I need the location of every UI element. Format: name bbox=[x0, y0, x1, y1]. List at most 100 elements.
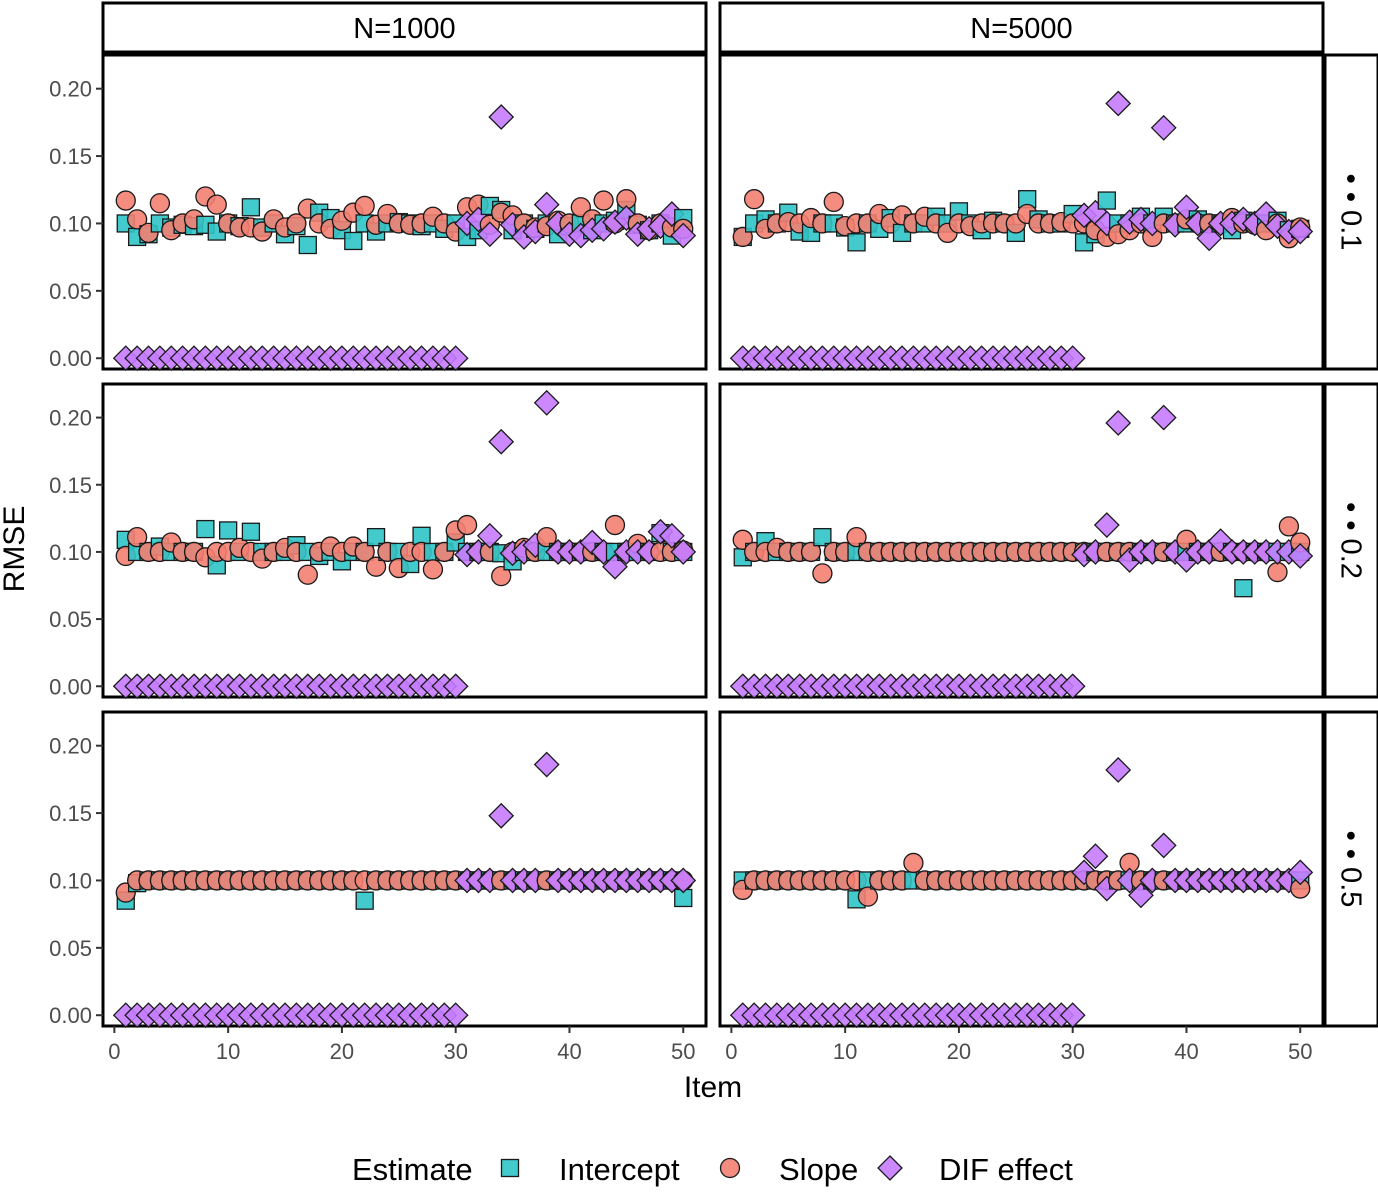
point-dif-effect-r0-c1-item38 bbox=[1150, 114, 1177, 141]
point-dif-effect-r0-c1-item50 bbox=[1287, 218, 1314, 245]
point-slope-r0-c0-item22 bbox=[354, 195, 375, 217]
point-intercept-r0-c1-item33 bbox=[1097, 191, 1116, 210]
point-slope-r1-c0-item22 bbox=[354, 541, 375, 563]
x-tick-label-c1-4: 40 bbox=[1174, 1039, 1198, 1064]
x-tick-label-c0-3: 30 bbox=[443, 1039, 467, 1064]
point-dif-effect-r0-c1-item30 bbox=[1059, 345, 1086, 372]
column-strip-1 bbox=[718, 1, 1325, 54]
point-dif-effect-r2-c0-item30 bbox=[442, 1002, 469, 1029]
point-intercept-r1-c1-item45 bbox=[1234, 579, 1253, 598]
point-slope-r2-c1-item12 bbox=[857, 886, 879, 907]
panel-frame-r2-c0 bbox=[101, 710, 708, 1028]
legend-title: Estimate bbox=[352, 1152, 473, 1187]
point-slope-r0-c0-item4 bbox=[149, 193, 171, 214]
point-dif-effect-r2-c1-item50 bbox=[1287, 859, 1314, 886]
point-slope-r1-c1-item11 bbox=[846, 526, 867, 548]
point-dif-effect-r0-c0-item30 bbox=[442, 345, 469, 372]
row-strip-0 bbox=[1323, 53, 1378, 371]
x-tick-label-c1-0: 0 bbox=[725, 1039, 737, 1064]
point-dif-effect-r0-c0-item38 bbox=[533, 191, 560, 218]
point-intercept-r0-c1-item11 bbox=[847, 233, 866, 252]
legend-label-dif-effect: DIF effect bbox=[939, 1152, 1073, 1187]
point-slope-r1-c0-item23 bbox=[365, 556, 387, 577]
point-dif-effect-r1-c0-item38 bbox=[533, 389, 560, 416]
panel-frame-r2-c1 bbox=[718, 710, 1325, 1028]
point-slope-r2-c1-item16 bbox=[903, 852, 924, 874]
panel-frame-r1-c0 bbox=[101, 382, 708, 699]
y-tick-label-r2-4: 0.20 bbox=[49, 734, 92, 759]
point-slope-r0-c0-item2 bbox=[126, 209, 148, 230]
point-slope-r1-c1-item7 bbox=[800, 541, 822, 563]
point-slope-r1-c0-item34 bbox=[491, 565, 512, 587]
point-dif-effect-r2-c1-item30 bbox=[1059, 1002, 1086, 1029]
panel-points-r2-c1 bbox=[729, 757, 1314, 1029]
point-dif-effect-r1-c1-item34 bbox=[1105, 410, 1132, 436]
y-tick-label-r0-2: 0.10 bbox=[49, 211, 92, 236]
point-dif-effect-r2-c0-item34 bbox=[488, 802, 515, 829]
point-intercept-r1-c0-item12 bbox=[241, 522, 261, 541]
point-slope-r0-c0-item1 bbox=[115, 190, 136, 211]
y-tick-label-r0-0: 0.00 bbox=[49, 346, 92, 371]
legend-label-intercept: Intercept bbox=[559, 1152, 680, 1187]
x-tick-label-c1-1: 10 bbox=[833, 1039, 857, 1064]
panel-points-r0-c0 bbox=[112, 104, 697, 372]
legend-key-slope bbox=[719, 1157, 741, 1179]
point-slope-r1-c0-item2 bbox=[126, 526, 148, 548]
x-tick-label-c1-3: 30 bbox=[1060, 1039, 1084, 1064]
point-intercept-r1-c0-item27 bbox=[412, 526, 431, 545]
y-tick-label-r2-0: 0.00 bbox=[49, 1003, 92, 1028]
panel-points-r1-c0 bbox=[112, 389, 697, 700]
y-tick-label-r1-4: 0.20 bbox=[49, 406, 92, 431]
point-dif-effect-r2-c1-item32 bbox=[1082, 843, 1109, 870]
point-dif-effect-r1-c1-item50 bbox=[1287, 543, 1314, 569]
point-dif-effect-r2-c1-item34 bbox=[1105, 757, 1132, 783]
x-tick-label-c0-4: 40 bbox=[557, 1039, 581, 1064]
point-intercept-r1-c0-item10 bbox=[219, 521, 238, 540]
point-dif-effect-r1-c0-item33 bbox=[476, 522, 503, 549]
point-dif-effect-r1-c0-item50 bbox=[670, 538, 697, 565]
legend-label-slope: Slope bbox=[779, 1152, 858, 1187]
panel-frame-r0-c0 bbox=[101, 53, 708, 371]
panel-points-r0-c1 bbox=[729, 90, 1314, 372]
point-slope-r1-c0-item31 bbox=[456, 514, 478, 536]
y-tick-label-r1-1: 0.05 bbox=[49, 607, 92, 632]
point-intercept-r2-c0-item22 bbox=[355, 891, 374, 910]
y-axis-label: RMSE bbox=[0, 506, 31, 593]
x-tick-label-c1-2: 20 bbox=[947, 1039, 971, 1064]
point-slope-r1-c1-item49 bbox=[1278, 516, 1300, 537]
panel-points-r2-c0 bbox=[112, 751, 697, 1029]
y-tick-label-r2-2: 0.10 bbox=[49, 868, 92, 893]
point-intercept-r1-c0-item8 bbox=[196, 519, 215, 539]
point-slope-r1-c1-item8 bbox=[812, 563, 833, 584]
point-intercept-r0-c0-item17 bbox=[298, 235, 317, 255]
point-slope-r1-c0-item17 bbox=[297, 564, 318, 585]
point-slope-r1-c1-item48 bbox=[1267, 561, 1288, 583]
point-intercept-r0-c0-item12 bbox=[241, 198, 261, 217]
point-dif-effect-r1-c0-item30 bbox=[442, 673, 469, 700]
point-dif-effect-r1-c1-item33 bbox=[1093, 512, 1120, 538]
point-slope-r0-c1-item9 bbox=[823, 191, 844, 213]
column-strip-0 bbox=[101, 1, 708, 54]
y-tick-label-r1-2: 0.10 bbox=[49, 540, 92, 565]
column-strip-label-1: N=5000 bbox=[970, 13, 1072, 45]
point-slope-r0-c1-item2 bbox=[743, 189, 765, 210]
panel-points-r1-c1 bbox=[729, 404, 1314, 700]
point-intercept-r1-c0-item23 bbox=[366, 527, 386, 547]
legend: Estimate Intercept Slope DIF effect bbox=[352, 1152, 1073, 1187]
x-tick-label-c0-5: 50 bbox=[671, 1039, 695, 1064]
x-tick-label-c1-5: 50 bbox=[1288, 1039, 1312, 1064]
y-tick-label-r1-0: 0.00 bbox=[49, 674, 92, 699]
row-strip-label-2: • • 0.5 bbox=[1335, 831, 1367, 908]
point-slope-r0-c0-item16 bbox=[286, 213, 307, 234]
x-tick-label-c0-1: 10 bbox=[216, 1039, 240, 1064]
point-dif-effect-r2-c0-item38 bbox=[533, 751, 560, 778]
point-slope-r0-c0-item43 bbox=[593, 190, 614, 211]
point-dif-effect-r0-c1-item34 bbox=[1105, 90, 1132, 117]
y-tick-label-r1-3: 0.15 bbox=[49, 473, 92, 498]
y-tick-label-r0-1: 0.05 bbox=[49, 279, 92, 304]
x-tick-label-c0-0: 0 bbox=[108, 1039, 120, 1064]
row-strip-1 bbox=[1323, 382, 1378, 699]
point-dif-effect-r0-c0-item33 bbox=[476, 221, 503, 248]
